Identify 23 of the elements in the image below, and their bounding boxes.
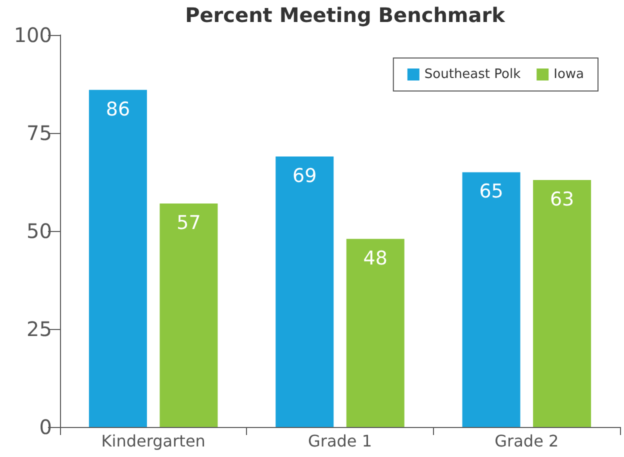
bar xyxy=(346,238,404,427)
data-label: 65 xyxy=(479,180,504,203)
chart-title: Percent Meeting Benchmark xyxy=(185,3,506,27)
legend-label: Southeast Polk xyxy=(424,67,522,82)
x-tick-label: Kindergarten xyxy=(101,432,206,450)
data-label: 63 xyxy=(550,188,574,211)
data-label: 86 xyxy=(106,98,130,120)
legend-label: Iowa xyxy=(554,67,584,82)
y-tick-label: 75 xyxy=(26,121,52,145)
data-label: 48 xyxy=(363,247,388,270)
y-tick-label: 25 xyxy=(26,317,52,341)
y-tick-label: 100 xyxy=(14,23,52,47)
y-tick-label: 0 xyxy=(39,415,52,439)
bar xyxy=(276,156,334,427)
x-tick-label: Grade 2 xyxy=(494,432,559,450)
bar xyxy=(160,204,218,427)
data-label: 57 xyxy=(176,212,201,234)
y-tick-label: 50 xyxy=(26,219,52,243)
bar xyxy=(462,172,520,427)
x-tick-label: Grade 1 xyxy=(308,432,372,450)
bar xyxy=(88,90,147,427)
bar xyxy=(533,180,592,427)
data-label: 69 xyxy=(292,165,317,188)
